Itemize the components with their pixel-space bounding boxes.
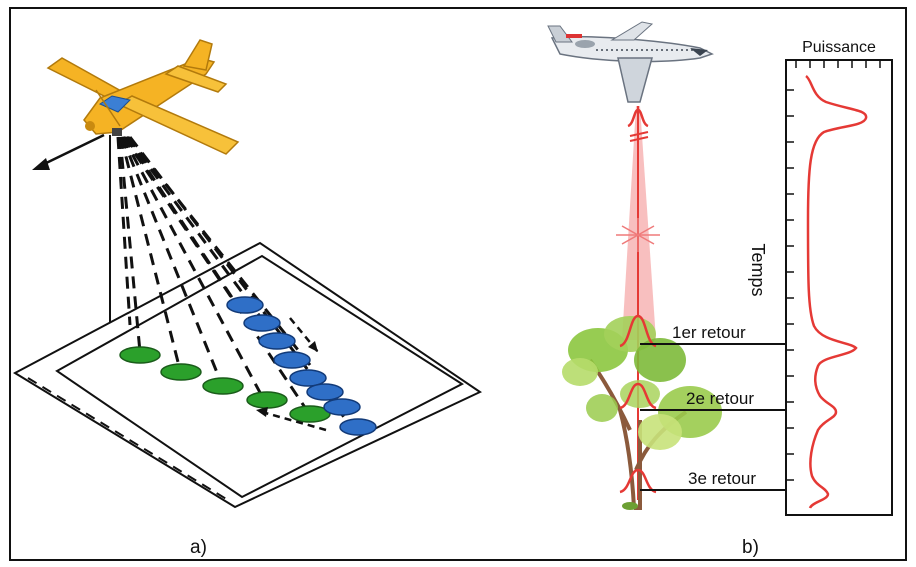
return-label-1: 1er retour [672,323,746,342]
footprints-far-row [226,296,377,436]
ground-plane-outer [12,241,483,509]
panel-a: a) [12,39,483,558]
return-pulse-2 [619,382,657,410]
swath-edge-dashed [27,377,229,501]
arrowhead-icon [256,407,268,417]
panel-b-caption: b) [742,537,759,558]
return-label-2: 2e retour [686,389,754,408]
footprint-blue [323,398,361,416]
footprint-blue [339,418,377,436]
footprint-blue [226,296,264,314]
time-axis-ticks [786,89,794,481]
return-pulse-1 [619,314,657,348]
received-waveform [805,74,868,509]
return-pulse-3 [619,468,657,494]
power-axis-label: Puissance [802,39,876,56]
panel-b: 1er retour 2e retour 3e retour Puissance… [547,21,893,558]
footprint-blue [289,369,327,387]
return-label-3: 3e retour [688,469,756,488]
footprint-green [160,363,202,381]
footprint-green [202,377,244,395]
ground-plane-inner [55,254,465,499]
footprint-green [246,391,288,409]
arrowhead-icon [308,341,318,352]
airplane-yellow-icon [46,39,240,155]
figure-border [9,7,907,561]
scan-lines [116,136,352,426]
airplane-jet-icon [547,21,714,103]
waveform-box [785,59,893,516]
footprint-blue [306,383,344,401]
footprint-blue [258,332,296,350]
arrowhead-icon [32,158,50,170]
footprint-blue [243,314,281,332]
tree-icon [562,316,722,510]
footprint-blue [273,351,311,369]
flight-direction-arrow [39,133,105,168]
footprint-green [119,346,161,364]
footprints-near-row [119,346,331,423]
power-axis-ticks [795,60,881,68]
beam-burst-icon [616,218,660,252]
time-axis-label: Temps [748,243,768,296]
panel-a-caption: a) [190,537,207,558]
emitted-pulse [627,108,649,128]
footprint-green [289,405,331,423]
